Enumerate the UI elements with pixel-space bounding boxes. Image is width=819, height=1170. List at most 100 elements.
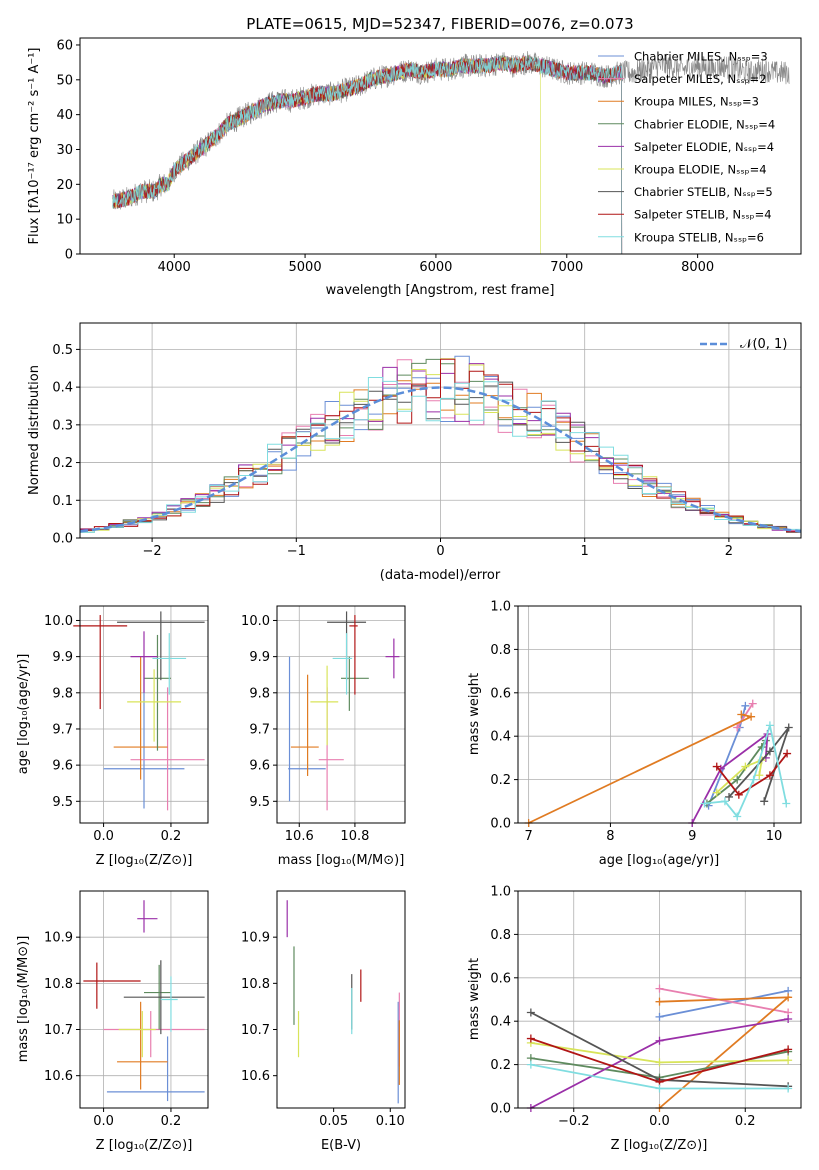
x-tick-label: 6000 [419,260,452,275]
point-marker [784,1084,793,1093]
point-marker [747,712,756,721]
point-marker [784,723,793,732]
y-tick-label: 20 [56,178,73,193]
point-marker [655,1058,664,1067]
y-tick-label: 40 [56,108,73,123]
y-tick-label: 0.0 [490,1102,511,1117]
point-marker [741,701,750,710]
y-tick-label: 0.1 [52,494,73,509]
model-spectrum-line [112,55,623,254]
legend-label: Salpeter ELODIE, Nₛₛₚ=4 [634,140,774,154]
point-marker [733,812,742,821]
point-marker [712,788,721,797]
point-marker [741,762,750,771]
point-marker [655,984,664,993]
mass-weight-line [658,996,791,1109]
point-marker [526,1034,535,1043]
mw-z-frame [517,890,802,1109]
y-tick-label: 9.6 [249,759,270,774]
x-tick-label: 0.0 [93,1114,114,1129]
age-mass-grid [277,606,405,823]
spectrum-clipped-lines [112,51,790,254]
point-marker [755,771,764,780]
y-tick-label: 9.8 [249,686,270,701]
age-vs-mass-panel: 10.6 10.8 9.5 9.6 9.7 9.8 9.9 10.0 mass [log₁₀(… [241,605,406,868]
y-tick-label: 50 [56,73,73,88]
mw-age-lines [524,699,793,827]
point-marker [783,749,792,758]
mw-age-frame [517,605,802,824]
point-marker [526,1060,535,1069]
point-marker [655,1012,664,1021]
point-marker [765,771,774,780]
y-tick-label: 10.9 [241,931,270,946]
point-marker [733,775,742,784]
mass-weight-line [706,739,767,805]
y-tick-label: 0 [65,248,73,263]
x-tick-label: 10 [766,829,783,844]
mass-vs-metallicity-panel: 0.0 0.2 10.6 10.7 10.8 10.9 Z [log₁₀(Z/Z⊙)] m… [16,890,209,1153]
mass-z-ylabel: mass [log₁₀(M/M⊙)] [16,936,31,1063]
point-marker [655,1036,664,1045]
point-marker [734,790,743,799]
y-tick-label: 9.9 [249,650,270,665]
x-tick-label: −2 [143,544,162,559]
histogram-ylabel: Normed distribution [27,365,42,495]
mass-ebv-frame [276,890,406,1109]
age-z-ylabel: age [log₁₀(age/yr)] [16,654,31,775]
spectrum-frame [79,37,802,255]
x-tick-label: 7000 [550,260,583,275]
legend-label: Salpeter MILES, Nₛₛₚ=2 [634,72,767,86]
x-tick-label: −1 [287,544,306,559]
y-tick-label: 0.0 [490,817,511,832]
histogram-xlabel: (data-model)/error [380,568,501,583]
y-tick-label: 0.4 [490,1015,511,1030]
mass-weight-line [659,987,789,1014]
y-tick-label: 9.7 [52,722,73,737]
x-tick-label: −0.2 [558,1114,590,1129]
spectrum-ticks: 4000 5000 6000 7000 8000 0 10 20 30 40 50 60 [56,38,714,275]
legend-label: Kroupa ELODIE, Nₛₛₚ=4 [634,163,767,177]
y-tick-label: 1.0 [490,885,511,900]
point-marker [765,747,774,756]
x-tick-label: 1 [581,544,589,559]
mass-weight-line [691,732,769,824]
point-marker [526,1008,535,1017]
mass-weight-line [728,726,790,802]
mw-age-grid [518,605,801,824]
y-tick-label: 10 [56,213,73,228]
point-marker [765,721,774,730]
spectrum-legend: Chabrier MILES, Nₛₛₚ=3 Salpeter MILES, Nₛ… [598,50,775,244]
spectrum-ylabel: Flux [fλ10⁻¹⁷ erg cm⁻² s⁻¹ A⁻¹] [27,48,42,245]
spectrum-xlabel: wavelength [Angstrom, rest frame] [326,283,555,298]
y-tick-label: 9.6 [52,759,73,774]
x-tick-label: 0.2 [161,829,182,844]
age-mass-errorbars [288,611,400,811]
mass-ebv-ticks: 0.05 0.10 10.6 10.7 10.8 10.9 [241,931,405,1129]
mw-age-ylabel: mass weight [467,673,482,755]
x-tick-label: 0.0 [93,829,114,844]
x-tick-label: 7 [524,829,532,844]
y-tick-label: 60 [56,38,73,53]
legend-label: Chabrier MILES, Nₛₛₚ=3 [634,50,768,64]
x-tick-label: 8000 [681,260,714,275]
y-tick-label: 9.7 [249,722,270,737]
mw-z-ticks: −0.2 0.0 0.2 0.0 0.2 0.4 0.6 0.8 1.0 [490,885,755,1130]
spectrum-panel: PLATE=0615, MJD=52347, FIBERID=0076, z=0… [27,15,802,298]
spectrum-title: PLATE=0615, MJD=52347, FIBERID=0076, z=0… [246,15,633,33]
x-tick-label: 0.05 [319,1114,348,1129]
x-tick-label: 0.2 [735,1114,756,1129]
y-tick-label: 9.5 [249,795,270,810]
legend-label: Chabrier STELIB, Nₛₛₚ=5 [634,185,773,199]
age-z-frame [79,605,209,824]
x-tick-label: 8 [606,829,614,844]
histogram-step-line [80,358,801,533]
mass-ebv-xlabel: E(B-V) [321,1138,361,1153]
age-z-xlabel: Z [log₁₀(Z/Z⊙)] [96,853,193,868]
y-tick-label: 9.8 [52,686,73,701]
histogram-frame [79,322,802,539]
point-marker [720,797,729,806]
mw-z-ylabel: mass weight [467,958,482,1040]
residual-histogram-panel: −2 −1 0 1 2 0.0 0.1 0.2 0.3 0.4 0.5 𝒩(0, 1) (data-… [27,322,802,583]
